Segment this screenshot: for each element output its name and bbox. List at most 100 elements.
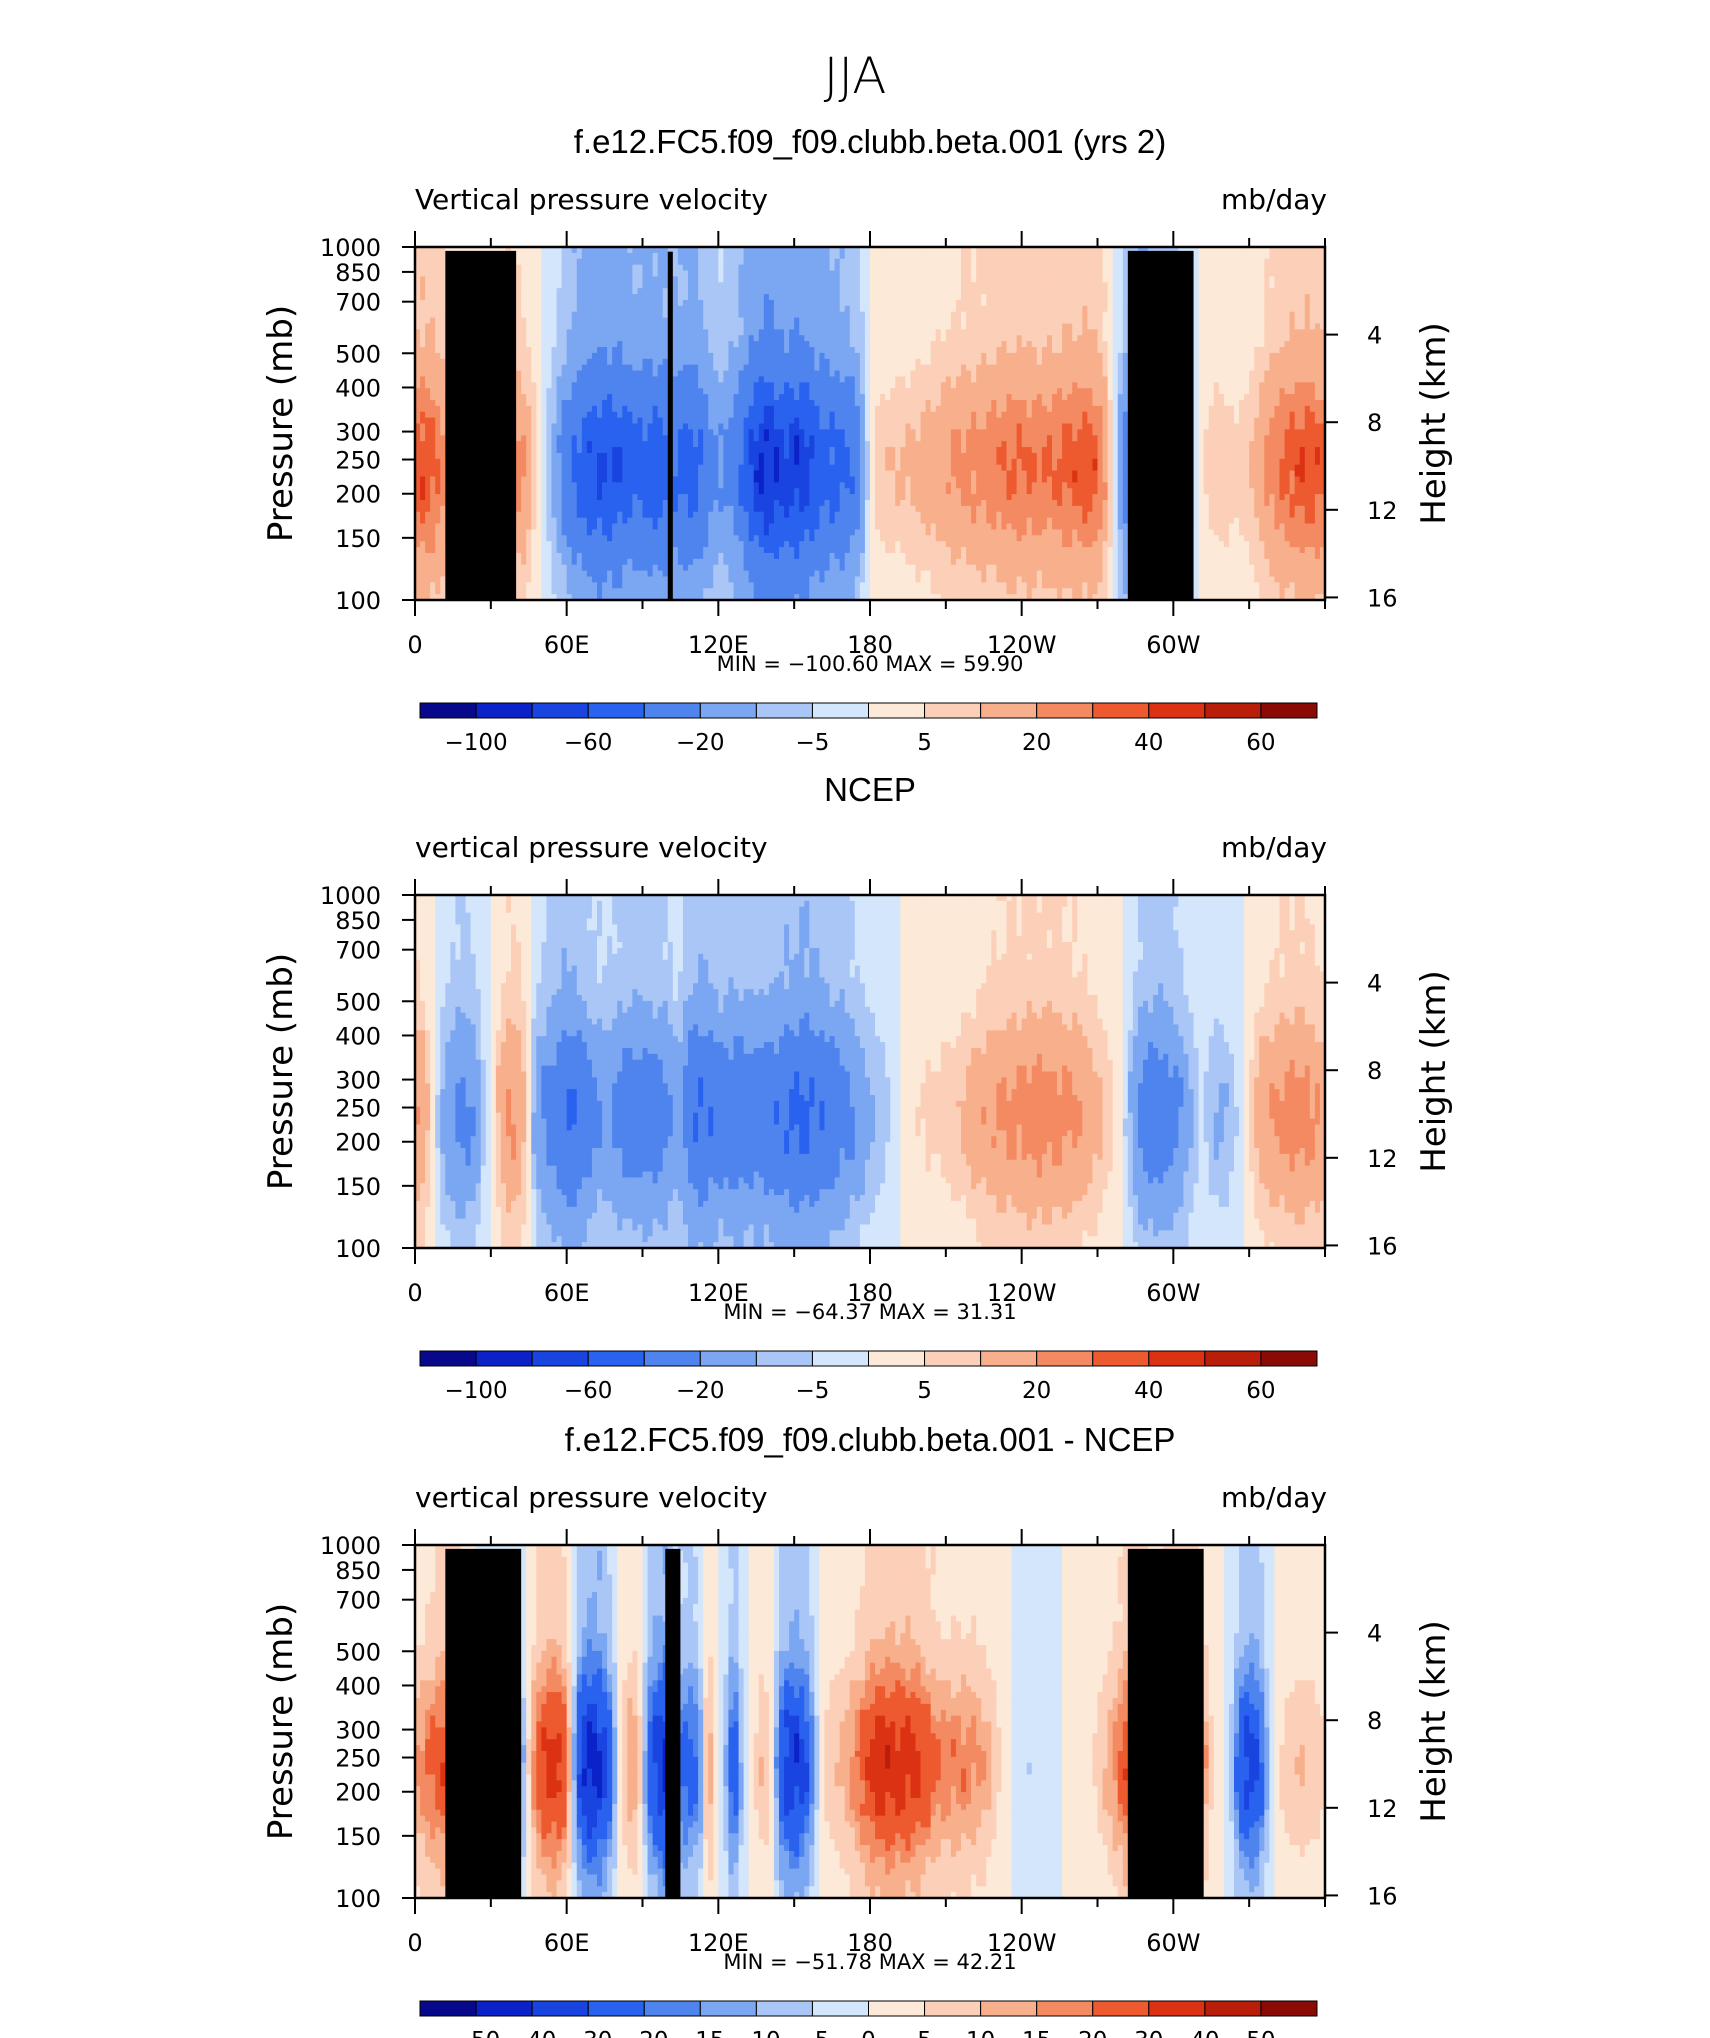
contour-cell — [627, 576, 633, 582]
contour-cell — [612, 394, 618, 400]
contour-cell — [430, 435, 436, 441]
contour-cell — [536, 506, 542, 512]
contour-cell — [607, 541, 613, 547]
contour-cell — [637, 412, 643, 418]
contour-cell — [557, 271, 563, 277]
contour-cell — [663, 288, 669, 294]
contour-cell — [617, 471, 623, 477]
contour-cell — [531, 418, 537, 424]
contour-cell — [592, 524, 598, 530]
contour-cell — [617, 265, 623, 271]
contour-cell — [612, 535, 618, 541]
contour-cell — [637, 571, 643, 577]
contour-cell — [572, 365, 578, 371]
contour-cell — [597, 318, 603, 324]
contour-cell — [597, 335, 603, 341]
contour-cell — [562, 406, 568, 412]
contour-cell — [440, 259, 446, 265]
contour-cell — [597, 506, 603, 512]
contour-cell — [673, 465, 679, 471]
contour-cell — [627, 424, 633, 430]
contour-cell — [552, 265, 558, 271]
contour-cell — [516, 341, 522, 347]
contour-cell — [430, 453, 436, 459]
contour-cell — [567, 300, 573, 306]
contour-cell — [597, 282, 603, 288]
contour-cell — [552, 494, 558, 500]
contour-cell — [420, 559, 426, 565]
contour-cell — [627, 382, 633, 388]
contour-cell — [622, 300, 628, 306]
contour-cell — [425, 371, 431, 377]
contour-cell — [602, 259, 608, 265]
contour-cell — [637, 271, 643, 277]
contour-cell — [582, 547, 588, 553]
contour-cell — [587, 506, 593, 512]
contour-cell — [632, 394, 638, 400]
contour-cell — [637, 529, 643, 535]
contour-cell — [541, 394, 547, 400]
contour-cell — [643, 294, 649, 300]
contour-cell — [567, 571, 573, 577]
contour-cell — [546, 388, 552, 394]
contour-cell — [435, 382, 441, 388]
contour-cell — [562, 547, 568, 553]
contour-cell — [617, 359, 623, 365]
contour-cell — [587, 323, 593, 329]
contour-cell — [592, 494, 598, 500]
contour-cell — [597, 547, 603, 553]
contour-cell — [440, 524, 446, 530]
contour-cell — [526, 471, 532, 477]
contour-cell — [541, 582, 547, 588]
contour-cell — [516, 412, 522, 418]
contour-cell — [643, 524, 649, 530]
contour-cell — [562, 359, 568, 365]
contour-cell — [617, 329, 623, 335]
contour-cell — [531, 382, 537, 388]
contour-cell — [632, 512, 638, 518]
contour-cell — [597, 459, 603, 465]
contour-cell — [541, 406, 547, 412]
contour-cell — [521, 547, 527, 553]
contour-cell — [552, 259, 558, 265]
contour-cell — [658, 559, 664, 565]
contour-cell — [440, 318, 446, 324]
contour-cell — [607, 518, 613, 524]
contour-cell — [562, 588, 568, 594]
contour-cell — [541, 341, 547, 347]
contour-cell — [425, 382, 431, 388]
contour-cell — [643, 394, 649, 400]
contour-cell — [602, 306, 608, 312]
contour-cell — [562, 276, 568, 282]
contour-cell — [602, 347, 608, 353]
contour-cell — [587, 276, 593, 282]
contour-cell — [526, 300, 532, 306]
contour-cell — [567, 288, 573, 294]
contour-cell — [435, 271, 441, 277]
contour-cell — [541, 318, 547, 324]
contour-cell — [643, 482, 649, 488]
contour-cell — [612, 376, 618, 382]
contour-cell — [557, 553, 563, 559]
contour-cell — [425, 312, 431, 318]
contour-cell — [607, 418, 613, 424]
contour-cell — [425, 441, 431, 447]
contour-cell — [541, 323, 547, 329]
contour-cell — [420, 329, 426, 335]
contour-cell — [516, 282, 522, 288]
contour-cell — [521, 271, 527, 277]
contour-cell — [567, 400, 573, 406]
contour-cell — [526, 535, 532, 541]
contour-cell — [536, 376, 542, 382]
contour-cell — [648, 506, 654, 512]
contour-cell — [673, 341, 679, 347]
contour-cell — [546, 465, 552, 471]
contour-cell — [541, 553, 547, 559]
contour-cell — [643, 494, 649, 500]
contour-cell — [653, 518, 659, 524]
contour-cell — [587, 288, 593, 294]
contour-cell — [420, 471, 426, 477]
contour-cell — [627, 541, 633, 547]
contour-cell — [627, 429, 633, 435]
contour-cell — [582, 282, 588, 288]
